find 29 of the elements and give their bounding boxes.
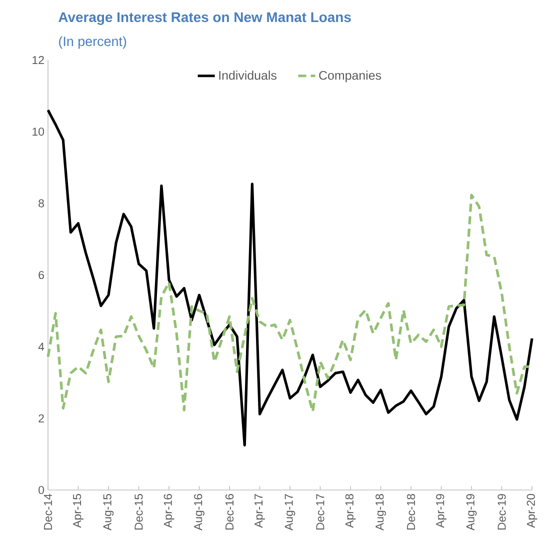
x-tick-label: Dec-18 — [406, 494, 416, 530]
x-tick-label: Aug-17 — [284, 494, 296, 530]
x-tick-label: Apr-18 — [345, 494, 356, 528]
y-tick-label: 10 — [32, 128, 44, 136]
chart-subtitle: (In percent) — [59, 36, 126, 49]
legend-label: Individuals — [219, 70, 276, 80]
x-tick-label: Apr-19 — [436, 494, 446, 528]
x-tick-label: Dec-14 — [44, 494, 52, 530]
x-tick-label: Dec-17 — [316, 494, 324, 530]
y-tick-label: 2 — [38, 414, 44, 422]
chart-title: Average Interest Rates on New Manat Loans — [58, 12, 351, 25]
x-tick-label: Aug-19 — [466, 494, 477, 530]
y-tick-label: 8 — [38, 199, 44, 208]
x-tick-label: Aug-18 — [376, 494, 386, 530]
y-tick-label: 12 — [32, 56, 44, 64]
x-tick-label: Aug-15 — [103, 494, 114, 530]
x-tick-label: Dec-19 — [498, 494, 506, 530]
legend-label: Companies — [319, 70, 382, 82]
x-tick-label: Apr-17 — [254, 494, 265, 528]
x-tick-label: Apr-15 — [73, 494, 84, 528]
x-tick-label: Dec-16 — [225, 494, 234, 530]
x-tick-label: Aug-16 — [194, 494, 204, 530]
x-tick-label: Apr-16 — [164, 494, 174, 528]
y-tick-label: 4 — [38, 342, 44, 351]
y-tick-label: 0 — [38, 486, 44, 494]
x-tick-label: Dec-15 — [134, 494, 143, 530]
y-tick-label: 6 — [38, 270, 44, 280]
x-tick-label: Apr-20 — [526, 494, 538, 528]
line-series — [46, 108, 534, 447]
